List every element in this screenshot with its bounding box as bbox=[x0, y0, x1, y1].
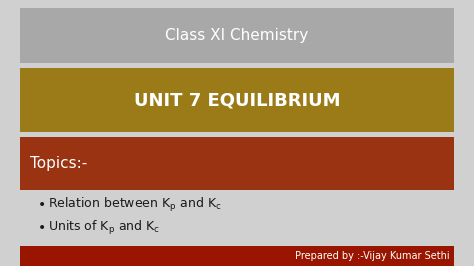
Text: •: • bbox=[38, 221, 46, 235]
Text: Class XI Chemistry: Class XI Chemistry bbox=[165, 28, 309, 43]
Text: Relation between K$_\mathregular{p}$ and K$_\mathregular{c}$: Relation between K$_\mathregular{p}$ and… bbox=[48, 196, 222, 214]
Bar bbox=[20, 137, 454, 190]
Text: UNIT 7 EQUILIBRIUM: UNIT 7 EQUILIBRIUM bbox=[134, 91, 340, 109]
Bar bbox=[20, 246, 454, 266]
Text: Prepared by :-Vijay Kumar Sethi: Prepared by :-Vijay Kumar Sethi bbox=[295, 251, 450, 261]
Text: Units of K$_\mathregular{p}$ and K$_\mathregular{c}$: Units of K$_\mathregular{p}$ and K$_\mat… bbox=[48, 219, 160, 237]
Text: Topics:-: Topics:- bbox=[30, 156, 87, 171]
Bar bbox=[20, 8, 454, 63]
Bar bbox=[20, 68, 454, 132]
Text: •: • bbox=[38, 198, 46, 212]
